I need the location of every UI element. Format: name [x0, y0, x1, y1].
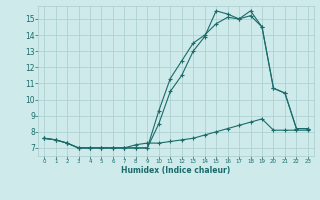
X-axis label: Humidex (Indice chaleur): Humidex (Indice chaleur) — [121, 166, 231, 175]
